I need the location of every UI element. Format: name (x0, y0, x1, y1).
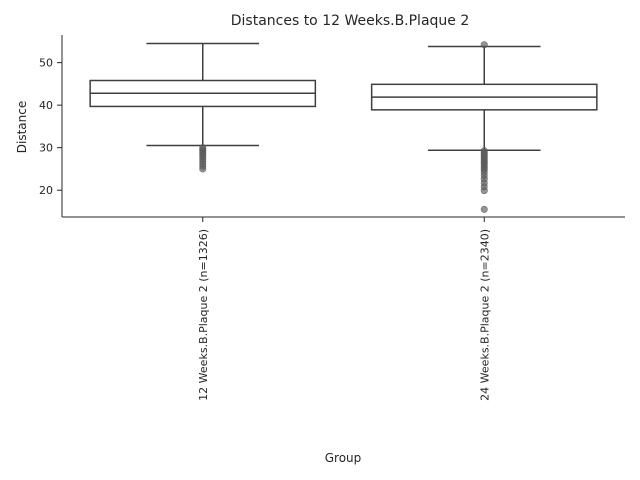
x-tick-label: 24 Weeks.B.Plaque 2 (n=2340) (478, 229, 491, 401)
outlier-point (480, 205, 488, 213)
box-group (89, 41, 598, 213)
outlier-point (480, 187, 488, 195)
chart-title: Distances to 12 Weeks.B.Plaque 2 (231, 13, 470, 29)
x-tick-group: 12 Weeks.B.Plaque 2 (n=1326) 24 Weeks.B.P… (197, 217, 491, 401)
y-axis-label: Distance (15, 101, 29, 153)
x-tick-label: 12 Weeks.B.Plaque 2 (n=1326) (197, 229, 210, 401)
x-axis-label: Group (325, 451, 362, 465)
y-tick-group: 20 30 40 50 (39, 57, 62, 197)
outlier-point (480, 41, 488, 49)
box-1 (89, 42, 317, 173)
y-tick-label: 50 (39, 57, 53, 70)
box-2 (370, 41, 598, 213)
y-tick-label: 30 (39, 142, 53, 155)
y-tick-label: 40 (39, 99, 53, 112)
y-tick-label: 20 (39, 184, 53, 197)
outlier-point (199, 165, 207, 173)
